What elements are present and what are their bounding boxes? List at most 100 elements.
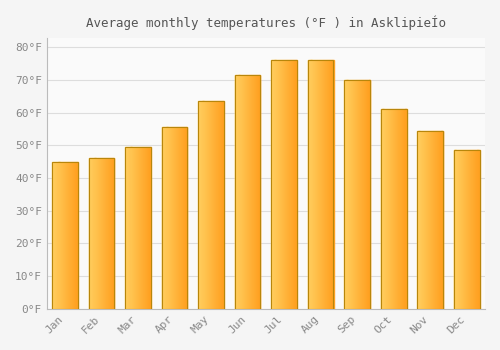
Bar: [459, 150, 460, 309]
Bar: [440, 131, 441, 309]
Bar: [237, 75, 238, 309]
Bar: [292, 61, 293, 309]
Bar: [182, 127, 183, 309]
Bar: [214, 101, 215, 309]
Bar: [130, 147, 131, 309]
Bar: [52, 162, 78, 309]
Bar: [177, 127, 178, 309]
Bar: [286, 61, 287, 309]
Bar: [441, 131, 442, 309]
Bar: [381, 110, 382, 309]
Bar: [283, 61, 284, 309]
Bar: [457, 150, 458, 309]
Bar: [70, 162, 71, 309]
Bar: [253, 75, 254, 309]
Bar: [162, 127, 188, 309]
Bar: [141, 147, 142, 309]
Bar: [145, 147, 146, 309]
Bar: [209, 101, 210, 309]
Bar: [288, 61, 289, 309]
Bar: [466, 150, 468, 309]
Bar: [180, 127, 181, 309]
Bar: [293, 61, 294, 309]
Bar: [201, 101, 202, 309]
Bar: [317, 61, 318, 309]
Bar: [368, 80, 369, 309]
Bar: [384, 110, 385, 309]
Bar: [104, 159, 105, 309]
Bar: [93, 159, 94, 309]
Bar: [474, 150, 475, 309]
Bar: [60, 162, 61, 309]
Bar: [442, 131, 443, 309]
Bar: [248, 75, 249, 309]
Bar: [62, 162, 63, 309]
Bar: [246, 75, 247, 309]
Bar: [75, 162, 76, 309]
Bar: [187, 127, 188, 309]
Bar: [219, 101, 220, 309]
Bar: [92, 159, 93, 309]
Bar: [423, 131, 424, 309]
Bar: [311, 61, 312, 309]
Bar: [178, 127, 179, 309]
Bar: [291, 61, 292, 309]
Bar: [328, 61, 329, 309]
Bar: [461, 150, 462, 309]
Bar: [95, 159, 96, 309]
Bar: [462, 150, 463, 309]
Bar: [138, 147, 139, 309]
Bar: [173, 127, 174, 309]
Bar: [381, 110, 406, 309]
Bar: [142, 147, 144, 309]
Bar: [198, 101, 199, 309]
Bar: [199, 101, 200, 309]
Bar: [284, 61, 285, 309]
Bar: [175, 127, 176, 309]
Bar: [468, 150, 469, 309]
Bar: [464, 150, 465, 309]
Bar: [354, 80, 355, 309]
Bar: [355, 80, 356, 309]
Bar: [418, 131, 443, 309]
Bar: [202, 101, 203, 309]
Bar: [204, 101, 205, 309]
Bar: [147, 147, 148, 309]
Bar: [96, 159, 97, 309]
Bar: [171, 127, 172, 309]
Bar: [347, 80, 348, 309]
Bar: [61, 162, 62, 309]
Bar: [456, 150, 457, 309]
Bar: [208, 101, 209, 309]
Bar: [308, 61, 334, 309]
Bar: [221, 101, 222, 309]
Bar: [280, 61, 281, 309]
Bar: [110, 159, 111, 309]
Bar: [356, 80, 357, 309]
Bar: [285, 61, 286, 309]
Bar: [131, 147, 132, 309]
Bar: [167, 127, 168, 309]
Bar: [329, 61, 330, 309]
Bar: [324, 61, 325, 309]
Bar: [149, 147, 150, 309]
Bar: [211, 101, 212, 309]
Bar: [454, 150, 479, 309]
Bar: [94, 159, 95, 309]
Bar: [400, 110, 401, 309]
Bar: [178, 127, 180, 309]
Bar: [176, 127, 177, 309]
Bar: [472, 150, 473, 309]
Bar: [186, 127, 187, 309]
Bar: [90, 159, 91, 309]
Bar: [393, 110, 394, 309]
Bar: [272, 61, 273, 309]
Bar: [389, 110, 390, 309]
Bar: [404, 110, 405, 309]
Bar: [109, 159, 110, 309]
Bar: [390, 110, 391, 309]
Bar: [66, 162, 67, 309]
Bar: [64, 162, 65, 309]
Bar: [238, 75, 239, 309]
Bar: [128, 147, 129, 309]
